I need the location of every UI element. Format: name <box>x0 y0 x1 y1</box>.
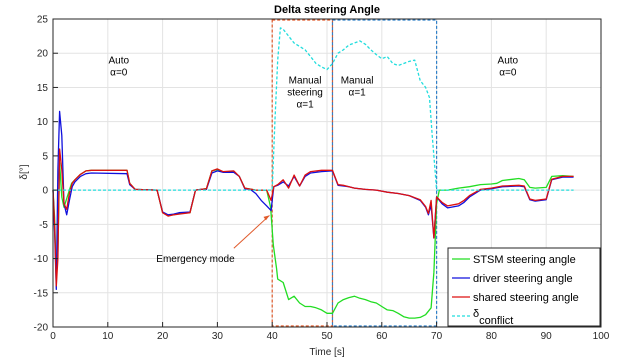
x-tick-label: 0 <box>50 331 56 342</box>
x-tick-label: 100 <box>593 331 610 342</box>
y-axis-label: δ[°] <box>19 164 30 179</box>
y-tick-label: 15 <box>37 83 49 94</box>
y-tick-label: 10 <box>37 117 49 128</box>
annotation-text: α=0 <box>110 67 128 78</box>
y-tick-label: -20 <box>34 323 49 334</box>
x-tick-label: 10 <box>102 331 114 342</box>
y-tick-label: 20 <box>37 49 49 60</box>
x-tick-label: 50 <box>321 331 333 342</box>
x-axis-label: Time [s] <box>309 347 344 358</box>
chart-title: Delta steering Angle <box>274 4 380 16</box>
annotation-text: steering <box>287 87 323 98</box>
x-tick-label: 20 <box>157 331 169 342</box>
series-lines <box>52 27 574 319</box>
annotation-text: Manual <box>341 75 374 86</box>
legend: STSM steering angle driver steering angle… <box>447 247 601 327</box>
annotation-text: α=1 <box>349 87 367 98</box>
y-tick-label: 0 <box>42 186 48 197</box>
legend-label: δconflict <box>473 308 513 327</box>
x-tick-label: 80 <box>486 331 498 342</box>
series-line-3 <box>52 148 574 287</box>
annotation-text: Auto <box>108 55 129 66</box>
emergency-arrow-shaft <box>233 215 270 249</box>
annotation-text: Emergency mode <box>156 254 235 265</box>
legend-label: shared steering angle <box>473 292 579 304</box>
legend-label: STSM steering angle <box>473 254 576 266</box>
annotation-text: α=1 <box>296 99 314 110</box>
legend-box <box>447 247 601 327</box>
y-tick-label: -5 <box>39 220 48 231</box>
x-tick-label: 30 <box>212 331 224 342</box>
axis-ticks: 0 10 20 30 40 50 60 70 80 90 100 -20 -15 -10 -5 0 5 10 15 2… <box>34 15 610 343</box>
y-tick-label: -15 <box>34 288 49 299</box>
annotation-text: Auto <box>498 55 519 66</box>
legend-label: driver steering angle <box>473 273 573 285</box>
annotations: Autoα=0Autoα=0Manualsteeringα=1Manualα=1… <box>108 55 518 264</box>
y-tick-label: 5 <box>42 151 48 162</box>
mode-regions <box>271 19 438 327</box>
manual-region <box>331 19 438 327</box>
x-tick-label: 90 <box>541 331 553 342</box>
x-tick-label: 60 <box>376 331 388 342</box>
x-tick-label: 70 <box>431 331 443 342</box>
y-tick-label: 25 <box>37 15 49 26</box>
emergency-arrow-head <box>263 215 270 221</box>
x-tick-label: 40 <box>267 331 279 342</box>
annotation-text: Manual <box>289 75 322 86</box>
y-tick-label: -10 <box>34 254 49 265</box>
annotation-text: α=0 <box>499 67 517 78</box>
manual-steering-region <box>271 19 334 327</box>
